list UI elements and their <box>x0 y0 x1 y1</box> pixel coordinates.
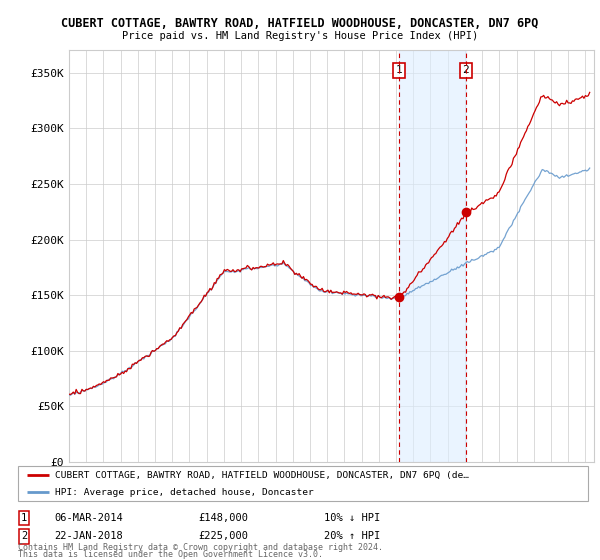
Text: £148,000: £148,000 <box>198 513 248 523</box>
Text: 1: 1 <box>395 66 403 76</box>
Text: 10% ↓ HPI: 10% ↓ HPI <box>324 513 380 523</box>
Text: Contains HM Land Registry data © Crown copyright and database right 2024.: Contains HM Land Registry data © Crown c… <box>18 543 383 552</box>
Text: HPI: Average price, detached house, Doncaster: HPI: Average price, detached house, Donc… <box>55 488 314 497</box>
Text: Price paid vs. HM Land Registry's House Price Index (HPI): Price paid vs. HM Land Registry's House … <box>122 31 478 41</box>
Text: £225,000: £225,000 <box>198 531 248 542</box>
Text: 22-JAN-2018: 22-JAN-2018 <box>54 531 123 542</box>
Text: This data is licensed under the Open Government Licence v3.0.: This data is licensed under the Open Gov… <box>18 550 323 559</box>
FancyBboxPatch shape <box>18 466 588 501</box>
Bar <box>399 50 466 462</box>
Text: 06-MAR-2014: 06-MAR-2014 <box>54 513 123 523</box>
Text: 1: 1 <box>21 513 27 523</box>
Text: CUBERT COTTAGE, BAWTRY ROAD, HATFIELD WOODHOUSE, DONCASTER, DN7 6PQ: CUBERT COTTAGE, BAWTRY ROAD, HATFIELD WO… <box>61 17 539 30</box>
Text: CUBERT COTTAGE, BAWTRY ROAD, HATFIELD WOODHOUSE, DONCASTER, DN7 6PQ (de…: CUBERT COTTAGE, BAWTRY ROAD, HATFIELD WO… <box>55 472 469 480</box>
Text: 2: 2 <box>463 66 469 76</box>
Text: 20% ↑ HPI: 20% ↑ HPI <box>324 531 380 542</box>
Text: 2: 2 <box>21 531 27 542</box>
